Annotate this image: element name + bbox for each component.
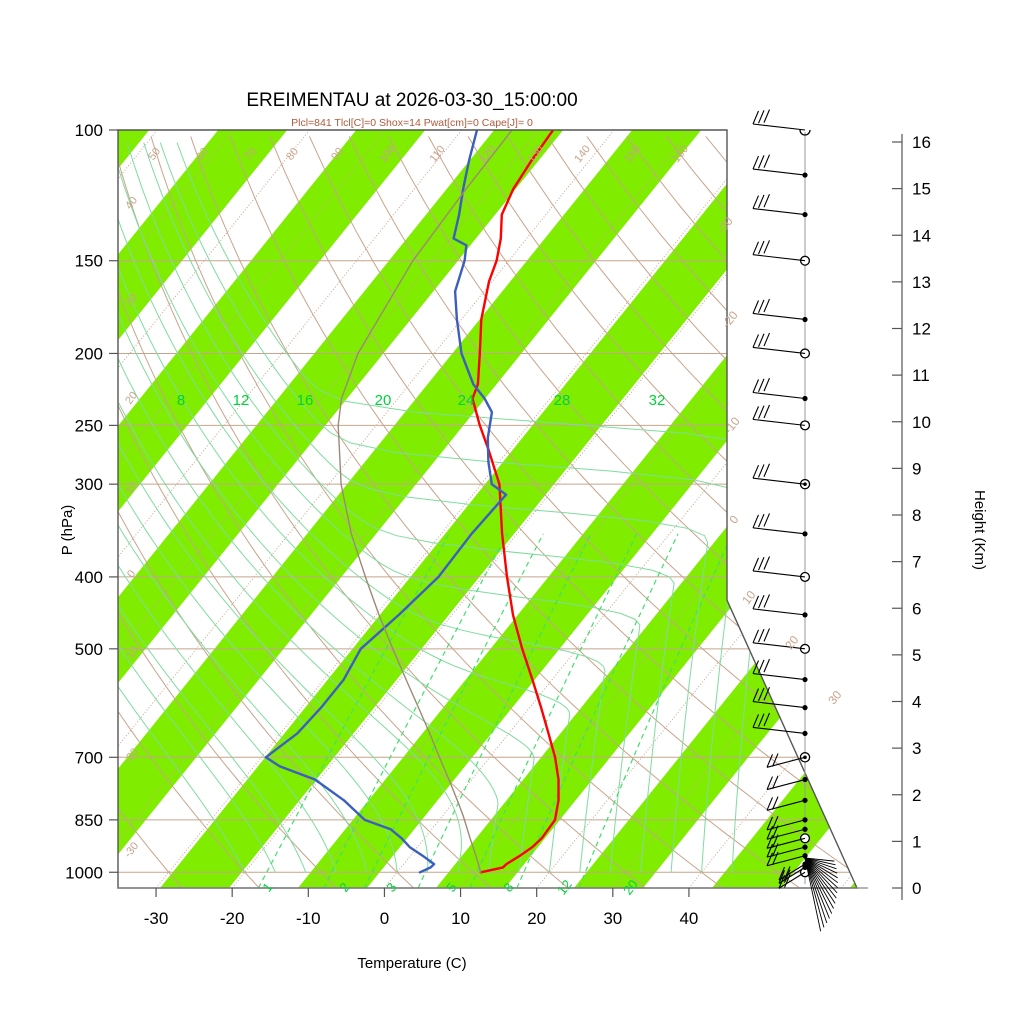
mixing-ratio-lines	[257, 533, 733, 888]
pressure-tick-label: 100	[75, 121, 103, 140]
height-tick-label: 8	[912, 506, 921, 525]
dry-adiabat-top-label: 60	[194, 146, 211, 163]
theta-e-label: 24	[458, 392, 475, 409]
x-tick-label: 20	[527, 909, 546, 928]
sounding-indices: Plcl=841 Tlcl[C]=0 Shox=14 Pwat[cm]=0 Ca…	[291, 117, 533, 129]
plot-frame	[117, 129, 868, 889]
pressure-tick-label: 200	[75, 344, 103, 363]
x-tick-label: 40	[679, 909, 698, 928]
y-axis-title: P (hPa)	[59, 505, 76, 556]
pressure-tick-label: 1000	[65, 863, 103, 882]
pressure-tick-label: 250	[75, 416, 103, 435]
pressure-tick-label: 150	[75, 252, 103, 271]
height-tick-label: 6	[912, 599, 921, 618]
height-tick-label: 15	[912, 180, 931, 199]
height-tick-label: 3	[912, 739, 921, 758]
x-tick-label: 0	[380, 909, 389, 928]
pressure-tick-label: 300	[75, 475, 103, 494]
height-tick-label: 12	[912, 320, 931, 339]
theta-e-label: 20	[375, 392, 392, 409]
dry-adiabat-left-label: 10	[123, 480, 140, 497]
pressure-tick-label: 850	[75, 811, 103, 830]
dry-adiabat-left-label: 30	[123, 292, 140, 309]
x-tick-label: -20	[220, 909, 245, 928]
right-axis-title: Height (Km)	[971, 490, 988, 570]
pressure-axis: 100 150 200 250 300 400 500 700 850 1000	[65, 121, 118, 882]
x-tick-label: -30	[144, 909, 169, 928]
height-tick-label: 2	[912, 786, 921, 805]
height-tick-label: 9	[912, 459, 921, 478]
pressure-tick-label: 700	[75, 748, 103, 767]
dry-adiabat-left-label: 40	[123, 195, 140, 212]
theta-e-label: 16	[297, 392, 314, 409]
theta-e-label: 12	[233, 392, 250, 409]
dry-adiabat-top-label: 50	[146, 146, 163, 163]
height-tick-label: 13	[912, 273, 931, 292]
height-tick-label: 16	[912, 133, 931, 152]
dry-adiabat-top-label: 90	[329, 146, 346, 163]
x-tick-label: 10	[451, 909, 470, 928]
dry-adiabat-top-label: 70	[242, 146, 259, 163]
theta-e-label: 28	[554, 392, 571, 409]
height-tick-label: 7	[912, 553, 921, 572]
height-tick-label: 4	[912, 693, 921, 712]
x-tick-label: 30	[603, 909, 622, 928]
height-tick-label: 11	[912, 366, 930, 385]
pressure-tick-label: 400	[75, 568, 103, 587]
height-tick-label: 14	[912, 226, 931, 245]
sounding-profiles	[264, 130, 560, 874]
pressure-tick-label: 500	[75, 640, 103, 659]
dry-adiabat-top-label: 80	[284, 146, 301, 163]
x-tick-label: -10	[296, 909, 321, 928]
temperature-axis: -30 -20 -10 0 10 20 30 40	[144, 888, 698, 928]
height-tick-label: 0	[912, 879, 921, 898]
height-tick-label: 5	[912, 646, 921, 665]
page-title: EREIMENTAU at 2026-03-30_15:00:00	[246, 90, 577, 111]
dry-adiabat-left-label: 20	[123, 390, 140, 407]
theta-e-label: 32	[649, 392, 666, 409]
height-tick-label: 10	[912, 413, 931, 432]
wind-barb-column	[752, 109, 839, 932]
theta-e-label: 8	[177, 392, 185, 409]
height-tick-label: 1	[912, 832, 921, 851]
x-axis-title: Temperature (C)	[357, 955, 466, 972]
